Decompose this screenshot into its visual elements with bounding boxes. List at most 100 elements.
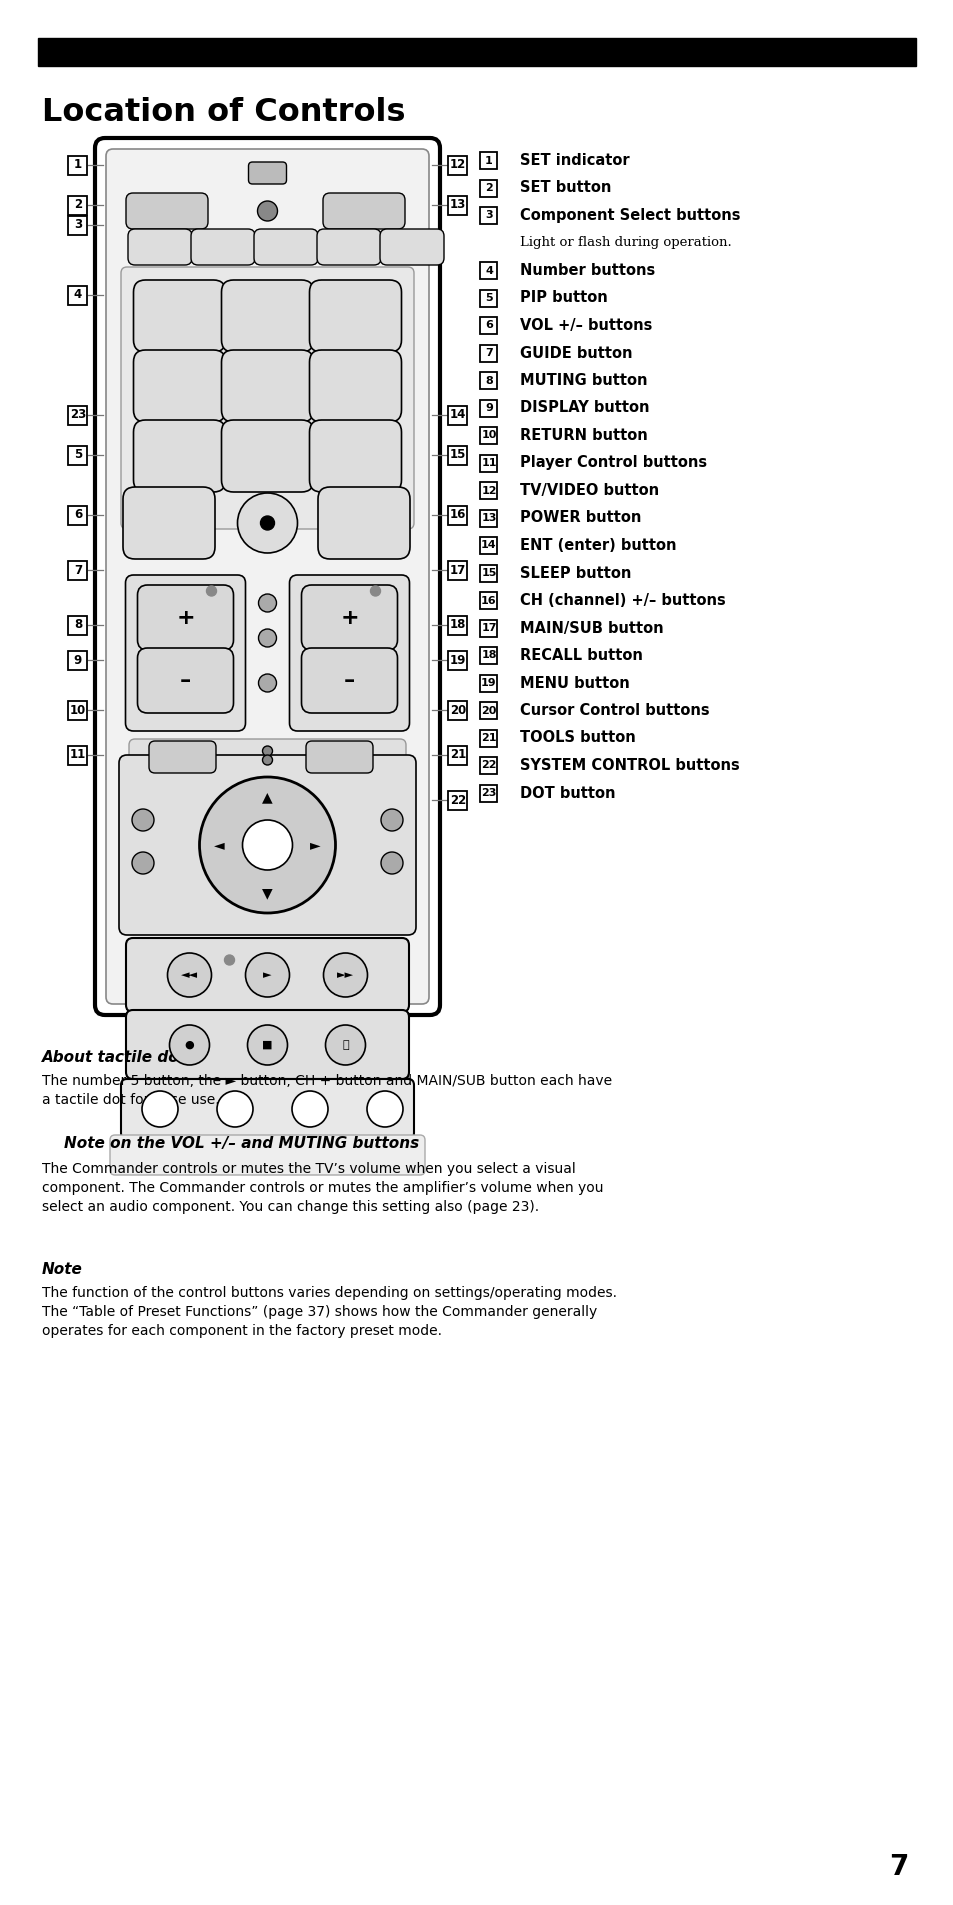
Bar xyxy=(480,316,497,333)
Text: 21: 21 xyxy=(450,749,466,762)
Text: 4: 4 xyxy=(73,288,82,301)
FancyBboxPatch shape xyxy=(306,741,373,773)
FancyBboxPatch shape xyxy=(253,229,317,265)
Bar xyxy=(480,674,497,692)
Text: DISPLAY button: DISPLAY button xyxy=(519,400,649,415)
Text: TOOLS button: TOOLS button xyxy=(519,730,635,745)
Circle shape xyxy=(325,1025,365,1065)
Text: SYSTEM CONTROL buttons: SYSTEM CONTROL buttons xyxy=(519,758,739,773)
Text: 22: 22 xyxy=(450,794,466,806)
Circle shape xyxy=(258,594,276,612)
FancyBboxPatch shape xyxy=(110,1135,424,1175)
FancyBboxPatch shape xyxy=(106,149,429,1004)
FancyBboxPatch shape xyxy=(133,280,225,352)
Text: 3: 3 xyxy=(74,219,82,232)
Bar xyxy=(480,592,497,610)
Bar xyxy=(448,446,467,465)
Text: SLEEP button: SLEEP button xyxy=(519,566,631,581)
Text: 14: 14 xyxy=(450,408,466,421)
Text: 19: 19 xyxy=(450,653,466,667)
Text: 23: 23 xyxy=(481,789,497,798)
Bar xyxy=(69,446,88,465)
Circle shape xyxy=(367,1092,402,1128)
Text: POWER button: POWER button xyxy=(519,511,640,526)
FancyBboxPatch shape xyxy=(95,137,439,1015)
Bar xyxy=(69,156,88,175)
Circle shape xyxy=(132,852,153,874)
FancyBboxPatch shape xyxy=(191,229,254,265)
Circle shape xyxy=(170,1025,210,1065)
Text: 8: 8 xyxy=(73,619,82,631)
Circle shape xyxy=(132,810,153,831)
Text: DOT button: DOT button xyxy=(519,785,615,800)
Text: 11: 11 xyxy=(70,749,86,762)
FancyBboxPatch shape xyxy=(379,229,443,265)
Text: MUTING button: MUTING button xyxy=(519,373,647,389)
Bar xyxy=(448,196,467,215)
Bar xyxy=(69,406,88,425)
Bar xyxy=(69,701,88,720)
Circle shape xyxy=(292,1092,328,1128)
FancyBboxPatch shape xyxy=(248,162,286,185)
Bar xyxy=(69,615,88,634)
Text: 2: 2 xyxy=(485,183,493,192)
Text: 17: 17 xyxy=(480,623,497,632)
FancyBboxPatch shape xyxy=(133,351,225,423)
Circle shape xyxy=(247,1025,287,1065)
Text: RECALL button: RECALL button xyxy=(519,648,642,663)
FancyBboxPatch shape xyxy=(221,419,314,491)
Text: 3: 3 xyxy=(485,210,493,221)
Text: The number 5 button, the ► button, CH + button and MAIN/SUB button each have
a t: The number 5 button, the ► button, CH + … xyxy=(42,1074,612,1107)
Text: 7: 7 xyxy=(888,1854,908,1880)
FancyBboxPatch shape xyxy=(126,937,409,1012)
FancyBboxPatch shape xyxy=(121,267,414,530)
Text: –: – xyxy=(180,671,191,692)
Text: SET indicator: SET indicator xyxy=(519,152,629,168)
Bar xyxy=(480,785,497,802)
Text: SET button: SET button xyxy=(519,181,611,196)
FancyBboxPatch shape xyxy=(121,1078,414,1139)
Bar xyxy=(69,286,88,305)
Text: 4: 4 xyxy=(484,265,493,276)
FancyBboxPatch shape xyxy=(301,585,397,650)
FancyBboxPatch shape xyxy=(119,754,416,935)
FancyBboxPatch shape xyxy=(133,419,225,491)
Text: 6: 6 xyxy=(484,320,493,330)
Bar xyxy=(448,791,467,810)
Circle shape xyxy=(257,202,277,221)
Bar xyxy=(69,196,88,215)
Bar xyxy=(480,263,497,278)
Bar xyxy=(480,290,497,307)
Text: PIP button: PIP button xyxy=(519,290,607,305)
Bar xyxy=(480,619,497,636)
Text: 1: 1 xyxy=(485,156,493,166)
Bar xyxy=(480,179,497,196)
Bar xyxy=(448,701,467,720)
Text: 12: 12 xyxy=(450,158,466,171)
Text: 7: 7 xyxy=(74,564,82,577)
FancyBboxPatch shape xyxy=(289,575,409,732)
FancyBboxPatch shape xyxy=(137,648,233,712)
Bar xyxy=(69,215,88,234)
Text: ▲: ▲ xyxy=(262,791,273,804)
Text: 5: 5 xyxy=(485,293,493,303)
Circle shape xyxy=(323,952,367,996)
Text: TV/VIDEO button: TV/VIDEO button xyxy=(519,484,659,497)
Bar xyxy=(480,756,497,773)
FancyBboxPatch shape xyxy=(309,280,401,352)
Bar xyxy=(480,152,497,170)
Circle shape xyxy=(262,754,273,766)
Bar xyxy=(480,208,497,225)
Text: Note on the VOL +/– and MUTING buttons: Note on the VOL +/– and MUTING buttons xyxy=(64,1135,418,1151)
Text: ►►: ►► xyxy=(336,970,354,979)
Text: The function of the control buttons varies depending on settings/operating modes: The function of the control buttons vari… xyxy=(42,1286,617,1337)
Text: 18: 18 xyxy=(480,650,497,661)
Text: 23: 23 xyxy=(70,408,86,421)
FancyBboxPatch shape xyxy=(123,488,214,558)
Bar xyxy=(480,537,497,554)
Text: 13: 13 xyxy=(450,198,466,211)
Text: ◄: ◄ xyxy=(214,838,225,852)
Text: 21: 21 xyxy=(480,733,497,743)
Text: About tactile dots: About tactile dots xyxy=(42,1050,196,1065)
Text: 18: 18 xyxy=(450,619,466,631)
